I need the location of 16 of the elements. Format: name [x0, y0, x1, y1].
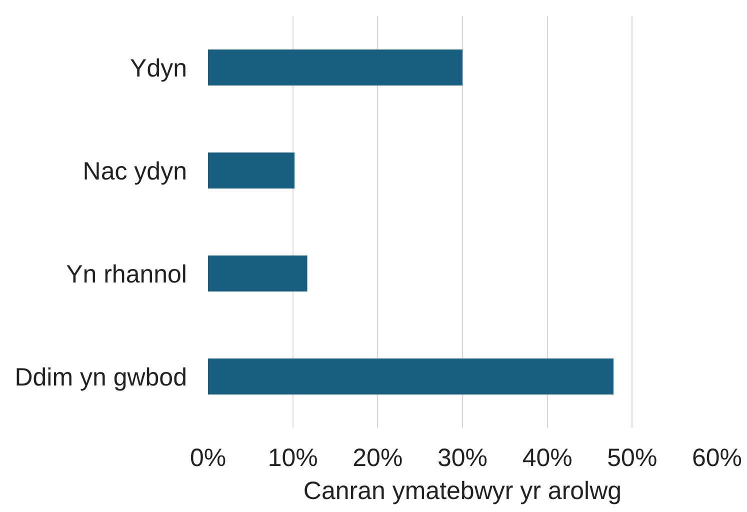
x-tick-label: 20% — [352, 444, 403, 472]
x-tick-label: 10% — [268, 444, 318, 472]
x-tick-label: 50% — [607, 444, 658, 472]
y-tick-label: Ydyn — [130, 54, 187, 82]
y-tick-label: Nac ydyn — [82, 157, 187, 186]
y-tick-label: Ddim yn gwbod — [14, 363, 187, 392]
bar — [208, 358, 614, 395]
bar — [208, 255, 308, 292]
x-axis-title: Canran ymatebwyr yr arolwg — [303, 477, 622, 505]
y-tick-label: Yn rhannol — [66, 260, 187, 288]
x-tick-label: 40% — [522, 444, 572, 472]
x-tick-label: 60% — [692, 444, 742, 472]
x-tick-label: 30% — [437, 444, 488, 472]
x-tick-label: 0% — [190, 444, 226, 472]
bar — [208, 49, 462, 86]
bar — [208, 152, 295, 189]
